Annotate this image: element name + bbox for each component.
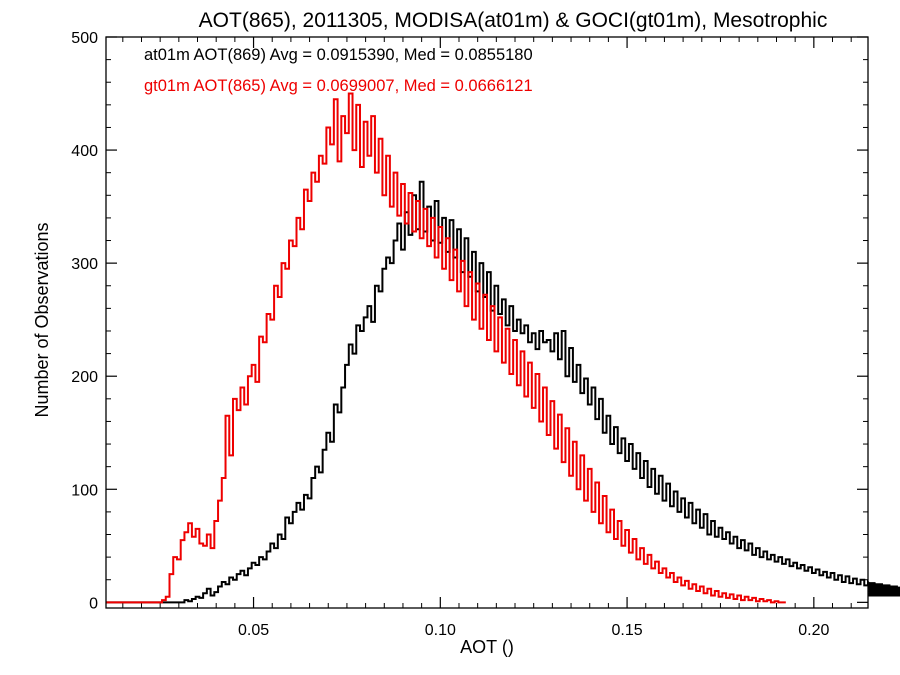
- x-tick-label: 0.10: [425, 622, 456, 639]
- histogram-series-1: [106, 92, 786, 604]
- x-tick-label: 0.15: [612, 622, 643, 639]
- series-layer: [106, 92, 900, 604]
- y-tick-label: 500: [71, 30, 98, 47]
- plot-frame: [105, 36, 869, 609]
- x-tick-label: 0.20: [798, 622, 829, 639]
- y-tick-label: 0: [89, 595, 98, 612]
- annotation-black-series: at01m AOT(869) Avg = 0.0915390, Med = 0.…: [144, 46, 533, 64]
- y-tick-label: 400: [71, 143, 98, 160]
- y-axis: 0 100 200 300 400 500: [71, 30, 868, 612]
- chart-title: AOT(865), 2011305, MODISA(at01m) & GOCI(…: [199, 9, 828, 32]
- annotation-red-series: gt01m AOT(865) Avg = 0.0699007, Med = 0.…: [144, 77, 533, 95]
- y-tick-label: 300: [71, 256, 98, 273]
- y-tick-label: 100: [71, 482, 98, 499]
- y-tick-label: 200: [71, 369, 98, 386]
- x-tick-label: 0.05: [238, 622, 269, 639]
- x-axis: 0.05 0.10 0.15 0.20: [122, 37, 852, 639]
- y-axis-label: Number of Observations: [32, 222, 52, 417]
- histogram-series-0: [106, 180, 900, 604]
- x-axis-label: AOT (): [460, 637, 514, 657]
